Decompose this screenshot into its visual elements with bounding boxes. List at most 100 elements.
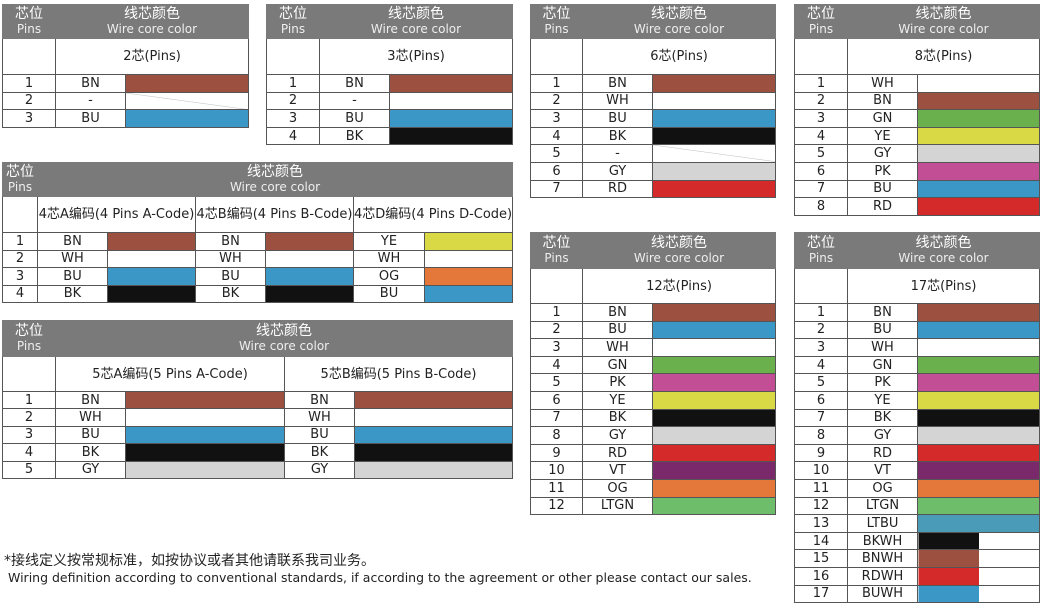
pins-header-en: Pins xyxy=(808,251,834,265)
pins-header: 芯位 Pins xyxy=(2,320,56,357)
subheader-row: 8芯(Pins) xyxy=(794,38,1041,75)
pins-header: 芯位 Pins xyxy=(530,232,583,269)
color-swatch xyxy=(916,355,1041,375)
color-code: YE xyxy=(847,390,918,410)
wire-color-header: 线芯颜色 Wire core color xyxy=(54,4,250,39)
table-row: 4 BK BK BU xyxy=(2,284,514,303)
wiring-table: 芯位 Pins 线芯颜色 Wire core color 3芯(Pins) 1 BN 2-3 B… xyxy=(266,4,514,146)
color-swatch xyxy=(107,249,196,268)
color-swatch xyxy=(107,232,196,251)
color-swatch xyxy=(916,531,1041,551)
table-row: 6 GY xyxy=(530,161,777,181)
table-row: 6 PK xyxy=(794,161,1041,181)
table-row: 1 WH xyxy=(794,74,1041,93)
table-row: 3 WH xyxy=(794,338,1041,357)
pin-number: 4 xyxy=(266,126,320,146)
footer-note-cn: *接线定义按常规标准，如按协议或者其他请联系我司业务。 xyxy=(4,553,375,569)
color-code: BN xyxy=(582,303,653,322)
table-row: 11 OG xyxy=(794,478,1041,498)
wire-color-header-cn: 线芯颜色 xyxy=(388,6,444,22)
pin-number: 8 xyxy=(794,426,848,445)
color-swatch xyxy=(651,109,777,128)
pin-number: 12 xyxy=(530,496,583,516)
pin-number: 9 xyxy=(530,443,583,463)
color-swatch xyxy=(265,232,354,251)
color-swatch xyxy=(916,338,1041,357)
pin-number: 1 xyxy=(2,390,56,410)
pin-number: 7 xyxy=(530,179,583,199)
wiring-table: 芯位 Pins 线芯颜色 Wire core color 6芯(Pins) 1 BN 2 WH 3… xyxy=(530,4,777,199)
table-row: 13 LTBU xyxy=(794,514,1041,533)
color-swatch xyxy=(916,390,1041,410)
color-swatch xyxy=(353,460,514,479)
color-code: OG xyxy=(353,267,425,286)
color-code: OG xyxy=(582,478,653,498)
table-row: 1 BN xyxy=(530,74,777,93)
pin-number: 10 xyxy=(530,461,583,480)
header-row: 芯位 Pins 线芯颜色 Wire core color xyxy=(794,232,1041,269)
pins-header-en: Pins xyxy=(544,251,569,265)
color-swatch xyxy=(916,126,1041,146)
pin-number: 5 xyxy=(794,144,848,163)
color-code: BN xyxy=(847,303,918,322)
table-row: 12 LTGN xyxy=(530,496,777,516)
table-row: 6 YE xyxy=(794,390,1041,410)
color-code: LTBU xyxy=(847,514,918,533)
color-swatch xyxy=(651,338,777,357)
wiring-table: 芯位 Pins 线芯颜色 Wire core color 5芯A编码(5 Pins A-… xyxy=(2,320,514,479)
color-swatch xyxy=(423,267,514,286)
subheader-row: 4芯A编码(4 Pins A-Code) 4芯B编码(4 Pins B-Code)… xyxy=(2,196,514,233)
color-code: BN xyxy=(55,74,126,93)
pins-header-cn: 芯位 xyxy=(15,6,43,22)
table-row: 3 WH xyxy=(530,338,777,357)
table-row: 7 BK xyxy=(530,408,777,428)
color-swatch xyxy=(125,390,285,410)
color-swatch xyxy=(388,91,514,111)
pin-number: 2 xyxy=(794,91,848,111)
color-code: BU xyxy=(582,109,653,128)
color-code: WH xyxy=(55,408,126,427)
pin-number: 2 xyxy=(530,320,583,340)
pin-number: 7 xyxy=(794,408,848,428)
pin-number: 2 xyxy=(266,91,320,111)
pins-header-cn: 芯位 xyxy=(542,6,571,22)
pin-number: 5 xyxy=(530,373,583,392)
pin-number: 11 xyxy=(794,478,848,498)
wire-color-header-cn: 线芯颜色 xyxy=(247,164,304,180)
color-swatch xyxy=(651,179,777,199)
color-code: PK xyxy=(847,161,918,181)
pins-header: 芯位 Pins xyxy=(794,4,848,39)
subheader-row: 17芯(Pins) xyxy=(794,268,1041,304)
color-swatch xyxy=(651,390,777,410)
wire-color-header-en: Wire core color xyxy=(898,251,989,265)
table-row: 4 BK xyxy=(266,126,514,146)
wire-color-header: 线芯颜色 Wire core color xyxy=(54,320,514,357)
pin-number: 3 xyxy=(794,338,848,357)
pin-number: 3 xyxy=(2,267,38,286)
blank-cell xyxy=(266,38,320,75)
table-row: 2 WH WH WH xyxy=(2,249,514,268)
pins-header-en: Pins xyxy=(7,180,33,194)
pin-count-label: 12芯(Pins) xyxy=(581,268,777,304)
color-code: - xyxy=(319,91,390,111)
pin-count-label: 2芯(Pins) xyxy=(54,38,250,75)
table-row: 10 VT xyxy=(530,461,777,480)
table-row: 9 RD xyxy=(530,443,777,463)
pin-number: 3 xyxy=(2,425,56,445)
color-code: BK xyxy=(582,126,653,146)
subheader-row: 5芯A编码(5 Pins A-Code) 5芯B编码(5 Pins B-Code) xyxy=(2,356,514,392)
color-swatch xyxy=(916,443,1041,463)
color-code: BK xyxy=(319,126,390,146)
table-row: 4 BK xyxy=(530,126,777,146)
table-row: 1 BN xyxy=(794,303,1041,322)
color-swatch xyxy=(916,144,1041,163)
color-code: BU xyxy=(353,284,425,303)
pin-count-label: 5芯B编码(5 Pins B-Code) xyxy=(283,356,514,392)
subheader-row: 6芯(Pins) xyxy=(530,38,777,75)
table-row: 5- xyxy=(530,144,777,163)
table-row: 6 YE xyxy=(530,390,777,410)
pin-count-label: 5芯A编码(5 Pins A-Code) xyxy=(55,356,285,392)
pins-header-cn: 芯位 xyxy=(542,235,571,251)
table-row: 15 BNWH xyxy=(794,549,1041,568)
table-row: 5 PK xyxy=(530,373,777,392)
